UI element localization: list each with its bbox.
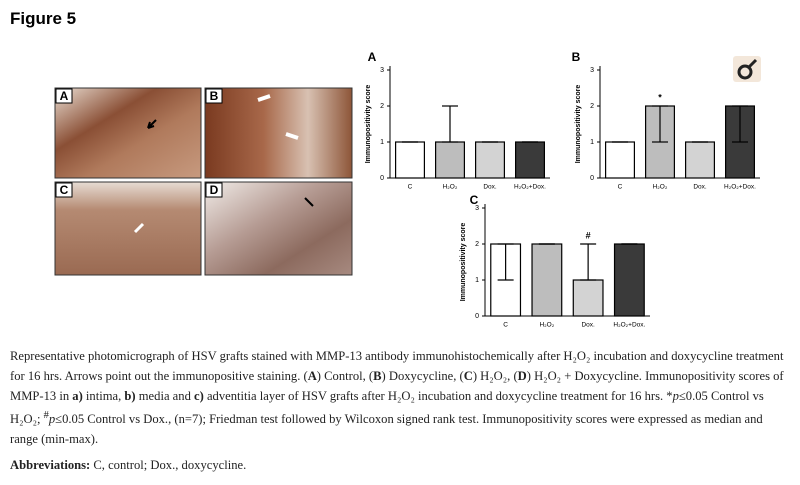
bar-annotation: # [586,230,591,240]
arrow [147,119,157,129]
x-tick-label: H₂O₂ [443,184,458,191]
caption-text: ) Doxycycline, ( [381,369,464,383]
x-tick-label: Dox. [581,322,595,329]
abbreviations-text: C, control; Dox., doxycycline. [90,458,247,472]
bar [435,141,466,179]
caption-text: ≤0.05 Control vs Dox., (n=7); Friedman t… [10,412,763,447]
bar [395,141,426,179]
caption-text: ≤0.05 Control vs H₂O₂; [10,389,764,427]
caption-text: Representative photomicrograph of HSV gr… [10,349,784,383]
y-tick-label: 0 [380,175,384,182]
x-tick-label: H₂O₂+Dox. [514,184,546,191]
y-tick-label: 3 [380,67,384,74]
caption-bold: D [517,369,527,383]
y-tick-label: 2 [590,103,594,110]
arrow [304,197,314,207]
caption: Representative photomicrograph of HSV gr… [10,346,785,449]
y-axis-label: Immunopositivity score [365,85,372,164]
x-tick-label: Dox. [693,184,707,191]
bar [604,141,635,179]
micrograph [54,181,202,276]
caption-italic: p [672,389,679,403]
chart-title: B [572,50,581,64]
y-tick-label: 1 [590,139,594,146]
caption-text: media and [135,389,195,403]
y-tick-label: 0 [475,313,479,320]
panel-label-box [205,88,223,104]
bar [514,141,545,179]
bar [684,141,715,179]
arrow [133,222,145,234]
x-tick-label: C [503,322,508,329]
caption-bold: A [307,369,317,383]
y-tick-label: 1 [380,139,384,146]
micrograph [204,87,353,179]
chart-title: A [368,50,377,64]
y-axis-label: Immunopositivity score [575,85,582,164]
x-tick-label: H₂O₂+Dox. [724,184,756,191]
panel-label-box [55,182,73,198]
bar [572,279,604,317]
panel-label-box [55,88,73,104]
y-tick-label: 1 [475,277,479,284]
panel-label: D [210,183,219,197]
chart-title: C [470,193,479,207]
arrow [257,94,299,140]
caption-text: ) H₂O₂, ( [472,369,518,383]
y-axis-label: Immunopositivity score [460,223,467,302]
caption-bold: C [463,369,473,383]
caption-sup: # [43,410,49,421]
micrograph [54,87,202,179]
panel-label-box [205,182,223,198]
x-tick-label: H₂O₂+Dox. [613,322,645,329]
caption-text: adventitia layer of HSV grafts after H₂O… [203,389,673,403]
y-tick-label: 3 [475,205,479,212]
bar [613,243,645,317]
caption-bold: b) [124,389,136,403]
caption-italic: p [48,412,56,427]
caption-text: ) Control, ( [316,369,374,383]
panel-label: C [60,183,69,197]
caption-text: intima, [82,389,125,403]
caption-bold: a) [72,389,83,403]
y-tick-label: 2 [380,103,384,110]
micrograph [204,181,353,276]
y-tick-label: 2 [475,241,479,248]
y-tick-label: 3 [590,67,594,74]
bar [531,243,563,317]
caption-bold: B [373,369,382,383]
abbreviations-label: Abbreviations: [10,458,91,472]
x-tick-label: H₂O₂ [539,322,554,329]
x-tick-label: H₂O₂ [653,184,668,191]
x-tick-label: Dox. [483,184,497,191]
caption-text: ) H₂O₂ + Doxycycline. Immunopositivity s… [10,369,784,403]
x-tick-label: C [408,184,413,191]
figure-label: Figure 5 [10,9,77,28]
bar-annotation: * [658,92,662,102]
panel-label: A [60,89,69,103]
abbreviations: Abbreviations: C, control; Dox., doxycyc… [10,458,246,473]
icon [733,56,761,82]
x-tick-label: C [618,184,623,191]
bar [475,141,506,179]
panel-label: B [210,89,219,103]
caption-bold: c) [194,389,204,403]
y-tick-label: 0 [590,175,594,182]
